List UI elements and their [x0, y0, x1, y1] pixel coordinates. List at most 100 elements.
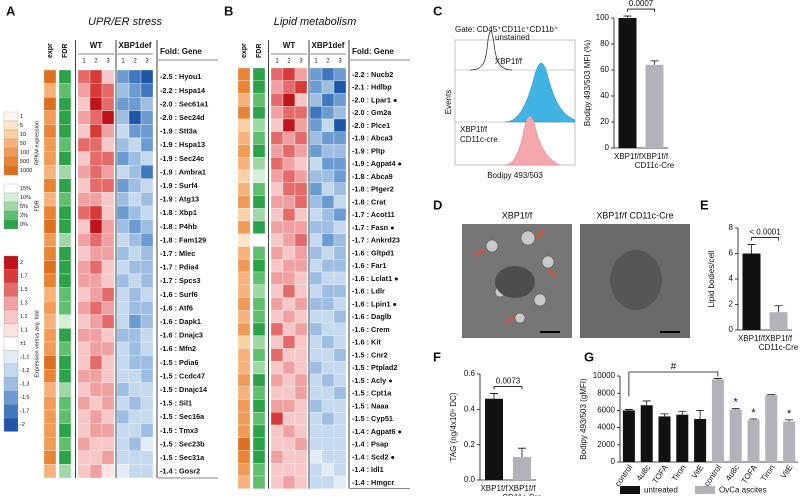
- heatmap-cell: [43, 301, 57, 315]
- heatmap-cell: [89, 314, 103, 329]
- x-tick-label: XBP1f/f: [641, 152, 669, 161]
- heatmap-cell: [89, 233, 103, 247]
- heatmap-cell: [321, 233, 335, 247]
- legend-swatch: [3, 336, 19, 351]
- heatmap-cell: [140, 301, 154, 315]
- heatmap-cell: [237, 208, 251, 222]
- legend-label: 2: [20, 260, 23, 266]
- bar: [742, 253, 761, 330]
- heatmap-cell: [128, 369, 142, 383]
- y-tick-label: 4000: [597, 423, 615, 432]
- y-tick-label: 2: [729, 300, 734, 309]
- heatmap-cell: [58, 178, 72, 193]
- heatmap-cell: [309, 475, 323, 489]
- heatmap-cell: [128, 328, 142, 343]
- bar: [640, 405, 653, 462]
- replicate-label: 3: [299, 59, 303, 65]
- bar: [765, 394, 778, 462]
- heatmap-cell: [140, 464, 154, 479]
- y-tick-label: 6: [729, 249, 734, 258]
- heatmap-cell: [43, 341, 57, 356]
- heatmap-cell: [237, 297, 251, 311]
- heatmap-cell: [77, 151, 91, 166]
- row-label: -1.9 : Hspa13: [160, 140, 205, 149]
- heatmap-cell: [101, 260, 115, 275]
- heatmap-cell: [116, 192, 130, 207]
- heatmap-cell: [140, 328, 154, 343]
- heatmap-cell: [282, 310, 296, 324]
- heatmap-cell: [321, 195, 335, 209]
- heatmap-cell: [43, 314, 57, 329]
- heatmap-cell: [321, 348, 335, 362]
- heatmap-cell: [333, 437, 347, 451]
- heatmap-cell: [101, 355, 115, 370]
- heatmap-cell: [294, 106, 308, 120]
- heatmap-cell: [116, 151, 130, 166]
- bar: [622, 410, 635, 462]
- heatmap-cell: [77, 124, 91, 139]
- heatmap-cell: [321, 424, 335, 438]
- heatmap-cell: [333, 297, 347, 311]
- heatmap-cell: [77, 273, 91, 288]
- heatmap-cell: [116, 314, 130, 329]
- heatmap-cell: [140, 137, 154, 152]
- heatmap-cell: [116, 341, 130, 356]
- heatmap-cell: [321, 220, 335, 234]
- legend-swatch: [3, 147, 19, 158]
- heatmap-cell: [237, 424, 251, 438]
- heatmap-cell: [140, 423, 154, 438]
- heatmap-cell: [321, 157, 335, 171]
- x-tick-label: XBP1f/f: [614, 152, 642, 161]
- heatmap-cell: [140, 192, 154, 207]
- heatmap-cell: [333, 475, 347, 489]
- legend-swatch: [3, 219, 19, 230]
- error-bar: [747, 244, 756, 254]
- heatmap-cell: [237, 361, 251, 375]
- legend-swatch: [3, 255, 19, 270]
- row-label: -1.9 : Sec24c: [160, 154, 204, 163]
- heatmap-cell: [282, 284, 296, 298]
- micrograph-label: XBP1f/f CD11c-Cre: [596, 210, 673, 220]
- heatmap-cell: [309, 195, 323, 209]
- heatmap-cell: [237, 233, 251, 247]
- heatmap-cell: [43, 165, 57, 179]
- heatmap-cell: [58, 287, 72, 302]
- heatmap-cell: [309, 284, 323, 298]
- heatmap-cell: [294, 93, 308, 107]
- heatmap-cell: [128, 301, 142, 315]
- legend-label: -1.5: [20, 395, 29, 401]
- replicate-label: 1: [82, 59, 86, 65]
- heatmap-cell: [294, 67, 308, 81]
- heatmap-cell: [237, 157, 251, 171]
- x-tick-label: XBP1f/f: [765, 334, 793, 343]
- row-label: -1.6 : Gltpd1: [352, 248, 394, 257]
- legend-swatch: [3, 417, 19, 432]
- heatmap-cell: [294, 195, 308, 209]
- heatmap-cell: [294, 169, 308, 183]
- error-bar: [490, 393, 498, 399]
- row-label: -1.4 : Agpat6 ●: [352, 427, 402, 436]
- heatmap-cell: [77, 110, 91, 125]
- heatmap-cell: [270, 450, 284, 464]
- heatmap-cell: [252, 67, 266, 81]
- heatmap-cell: [89, 192, 103, 207]
- heatmap-cell: [237, 106, 251, 120]
- heatmap-cell: [116, 301, 130, 315]
- heatmap-cell: [101, 341, 115, 356]
- replicate-label: 2: [133, 59, 137, 65]
- legend-swatch: [3, 210, 19, 221]
- row-label: -1.7 : Acot11: [352, 210, 395, 219]
- heatmap-cell: [43, 287, 57, 302]
- heatmap-cell: [89, 165, 103, 179]
- heatmap-cell: [333, 399, 347, 413]
- heatmap-cell: [77, 192, 91, 207]
- heatmap-cell: [140, 151, 154, 166]
- heatmap-cell: [116, 437, 130, 451]
- heatmap-cell: [294, 233, 308, 247]
- heatmap-cell: [282, 157, 296, 171]
- error-bar: [696, 410, 705, 419]
- heatmap-cell: [77, 355, 91, 370]
- heatmap-cell: [294, 284, 308, 298]
- legend-label: 1: [20, 114, 23, 120]
- x-tick-label: TOFA: [651, 463, 671, 486]
